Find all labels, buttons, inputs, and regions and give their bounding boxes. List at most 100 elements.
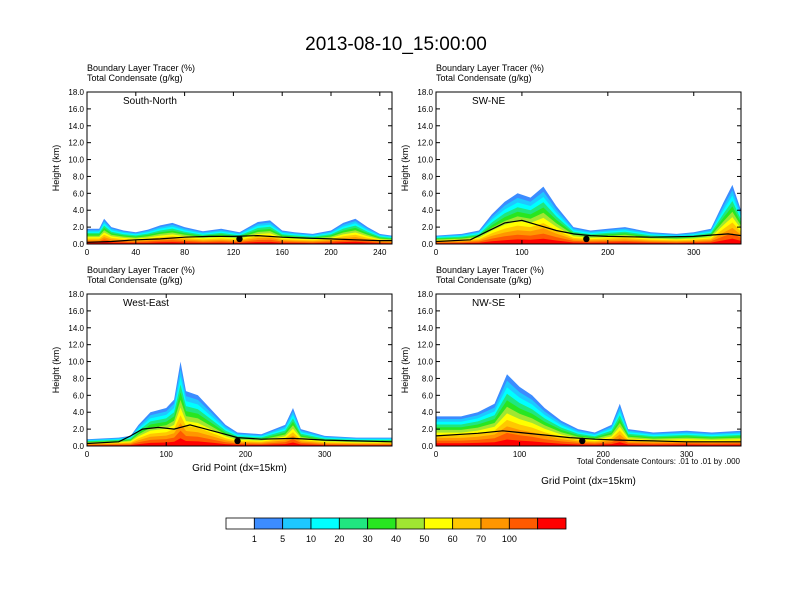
y-tick-label: 8.0 [422,374,434,383]
y-tick-label: 18.0 [68,290,84,299]
colorbar-swatch [508,517,539,530]
colorbar-swatch [367,517,397,530]
y-tick-label: 2.0 [73,223,85,232]
plot-area [436,92,741,244]
x-axis-label: Grid Point (dx=15km) [192,463,287,474]
location-marker [236,235,243,243]
panel-subtitle-condensate: Total Condensate (g/kg) [436,275,532,285]
y-tick-label: 2.0 [73,425,85,434]
x-tick-label: 120 [227,248,241,257]
y-tick-label: 4.0 [422,206,434,215]
y-tick-label: 6.0 [73,189,85,198]
y-tick-label: 12.0 [68,341,84,350]
tracer-band-11 [436,238,741,244]
colorbar-swatch [480,517,510,530]
colorbar-label: 10 [306,534,316,544]
panel-subtitle-tracer: Boundary Layer Tracer (%) [436,63,544,73]
tracer-band-10 [87,430,392,446]
plot-area [87,92,392,244]
colorbar-swatch [225,517,255,530]
terrain-line [435,430,741,443]
y-tick-label: 16.0 [68,307,84,316]
y-tick-label: 8.0 [73,172,85,181]
panel-subtitle-tracer: Boundary Layer Tracer (%) [87,63,195,73]
colorbar-swatch [423,517,454,530]
panel-label: SW-NE [472,96,505,107]
panel-label: West-East [123,298,169,309]
y-tick-label: 0.0 [73,240,85,249]
panel-south-north: Boundary Layer Tracer (%)Total Condensat… [51,63,393,257]
y-axis-label: Height (km) [400,145,410,192]
y-tick-label: 6.0 [422,189,434,198]
terrain-line [86,234,392,243]
y-tick-label: 8.0 [73,374,85,383]
y-tick-label: 16.0 [417,105,433,114]
plot-frame [86,91,393,245]
y-axis-label: Height (km) [51,145,61,192]
colorbar-label: 1 [252,534,257,544]
y-tick-label: 2.0 [422,425,434,434]
x-tick-label: 100 [160,450,174,459]
y-tick-label: 10.0 [417,358,433,367]
y-tick-label: 12.0 [417,341,433,350]
colorbar-label: 100 [502,534,517,544]
colorbar-swatch [310,517,340,530]
y-tick-label: 10.0 [68,358,84,367]
colorbar-label: 50 [419,534,429,544]
plot-frame [435,91,742,245]
x-tick-label: 160 [276,248,290,257]
y-tick-label: 6.0 [73,391,85,400]
x-tick-label: 0 [85,450,90,459]
tracer-band-11 [87,438,392,446]
y-tick-label: 4.0 [73,408,85,417]
y-tick-label: 18.0 [68,88,84,97]
colorbar-label: 5 [280,534,285,544]
colorbar-label: 70 [476,534,486,544]
colorbar-swatch [537,517,567,530]
x-tick-label: 80 [180,248,189,257]
x-tick-label: 300 [318,450,332,459]
y-tick-label: 0.0 [73,442,85,451]
panel-nw-se: Boundary Layer Tracer (%)Total Condensat… [400,265,742,487]
terrain-line [435,219,742,243]
y-tick-label: 6.0 [422,391,434,400]
location-marker [234,437,241,445]
y-tick-label: 14.0 [417,324,433,333]
y-axis-label: Height (km) [400,347,410,394]
y-tick-label: 14.0 [68,122,84,131]
figure-title: 2013-08-10_15:00:00 [305,34,487,55]
x-tick-label: 100 [515,248,529,257]
x-tick-label: 240 [373,248,387,257]
tracer-band-11 [436,439,741,446]
colorbar-label: 40 [391,534,401,544]
contour-footnote: Total Condensate Contours: .01 to .01 by… [577,457,741,466]
y-tick-label: 14.0 [417,122,433,131]
location-marker [579,437,586,445]
panel-label: NW-SE [472,298,505,309]
terrain-line [86,424,393,445]
x-tick-label: 200 [324,248,338,257]
panel-subtitle-tracer: Boundary Layer Tracer (%) [436,265,544,275]
x-tick-label: 300 [680,450,694,459]
panel-sw-ne: Boundary Layer Tracer (%)Total Condensat… [400,63,742,257]
y-tick-label: 0.0 [422,240,434,249]
x-tick-label: 100 [513,450,527,459]
y-tick-label: 10.0 [68,156,84,165]
colorbar-swatch [338,517,369,530]
plot-frame [86,293,393,447]
tracer-band-11 [87,241,392,244]
y-tick-label: 18.0 [417,290,433,299]
x-tick-label: 200 [601,248,615,257]
y-tick-label: 10.0 [417,156,433,165]
panel-subtitle-condensate: Total Condensate (g/kg) [87,73,183,83]
plot-area [87,294,392,446]
colorbar: 1 5 10 20 30 40 50 60 70 100 [225,517,567,544]
panel-subtitle-condensate: Total Condensate (g/kg) [87,275,183,285]
colorbar-label: 60 [448,534,458,544]
panel-west-east: Boundary Layer Tracer (%)Total Condensat… [51,265,393,474]
colorbar-swatch [253,517,284,530]
y-tick-label: 12.0 [68,139,84,148]
y-tick-label: 16.0 [417,307,433,316]
y-tick-label: 2.0 [422,223,434,232]
y-tick-label: 14.0 [68,324,84,333]
